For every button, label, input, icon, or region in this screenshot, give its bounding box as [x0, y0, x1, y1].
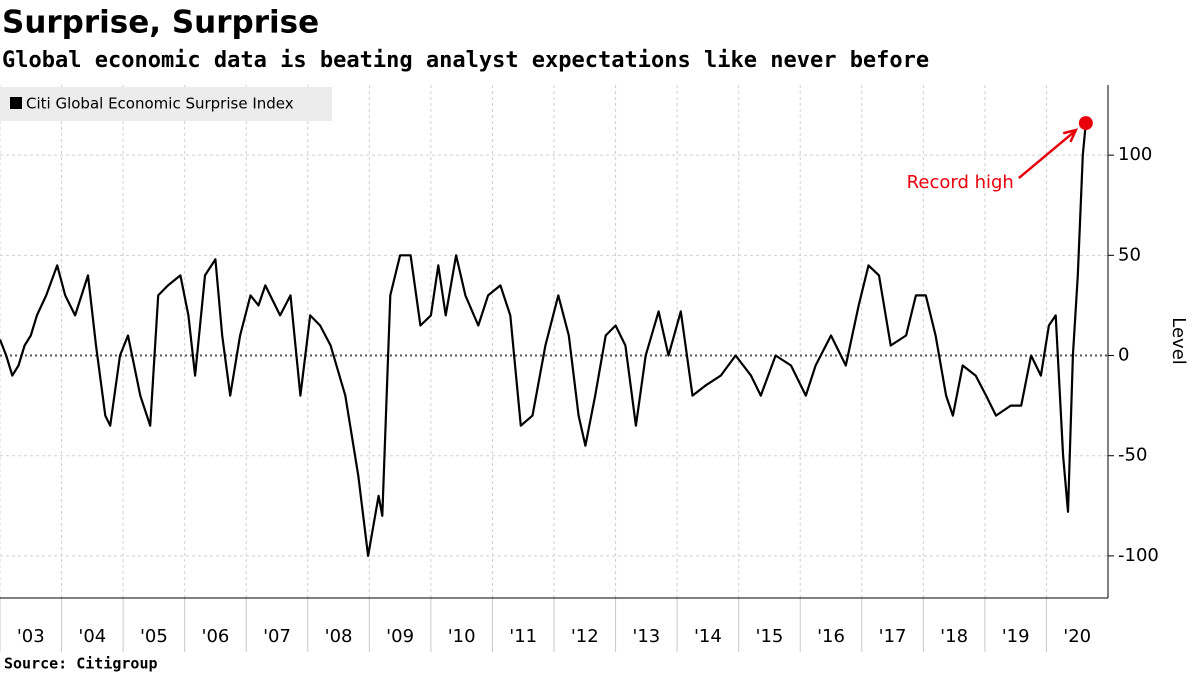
x-tick-label: '19	[1002, 626, 1030, 647]
x-tick-label: '03	[17, 626, 45, 647]
x-tick-label: '15	[756, 626, 784, 647]
x-tick-label: '05	[140, 626, 168, 647]
series-line	[0, 122, 1087, 558]
x-tick-label: '18	[940, 626, 968, 647]
y-tick-label: 100	[1118, 144, 1152, 165]
legend-label: Citi Global Economic Surprise Index	[26, 95, 294, 113]
annotation: Record high	[907, 172, 1014, 193]
y-tick-label: -100	[1118, 545, 1159, 566]
y-tick-label: 0	[1118, 345, 1129, 366]
x-tick-label: '10	[448, 626, 476, 647]
chart-subtitle: Global economic data is beating analyst …	[2, 48, 929, 73]
x-tick-label: '16	[817, 626, 845, 647]
y-tick-label: -50	[1118, 445, 1147, 466]
annotation-arrowhead	[1062, 128, 1079, 143]
record-marker	[1078, 116, 1093, 131]
annotation-arrow	[1018, 131, 1075, 180]
x-tick-label: '07	[263, 626, 291, 647]
x-tick-label: '08	[325, 626, 353, 647]
x-tick-label: '09	[386, 626, 414, 647]
y-axis-label: Level	[1168, 317, 1189, 365]
source: Source: Citigroup	[4, 655, 158, 673]
chart-title: Surprise, Surprise	[2, 5, 319, 41]
x-tick-label: '14	[694, 626, 722, 647]
x-tick-label: '04	[78, 626, 106, 647]
y-tick-label: 50	[1118, 244, 1141, 265]
x-tick-label: '11	[509, 626, 537, 647]
x-tick-label: '13	[632, 626, 660, 647]
x-tick-label: '17	[879, 626, 907, 647]
x-tick-label: '20	[1063, 626, 1091, 647]
legend-swatch	[10, 97, 22, 109]
x-tick-label: '06	[202, 626, 230, 647]
x-tick-label: '12	[571, 626, 599, 647]
legend-box	[0, 87, 332, 121]
legend: Citi Global Economic Surprise Index	[0, 87, 332, 121]
